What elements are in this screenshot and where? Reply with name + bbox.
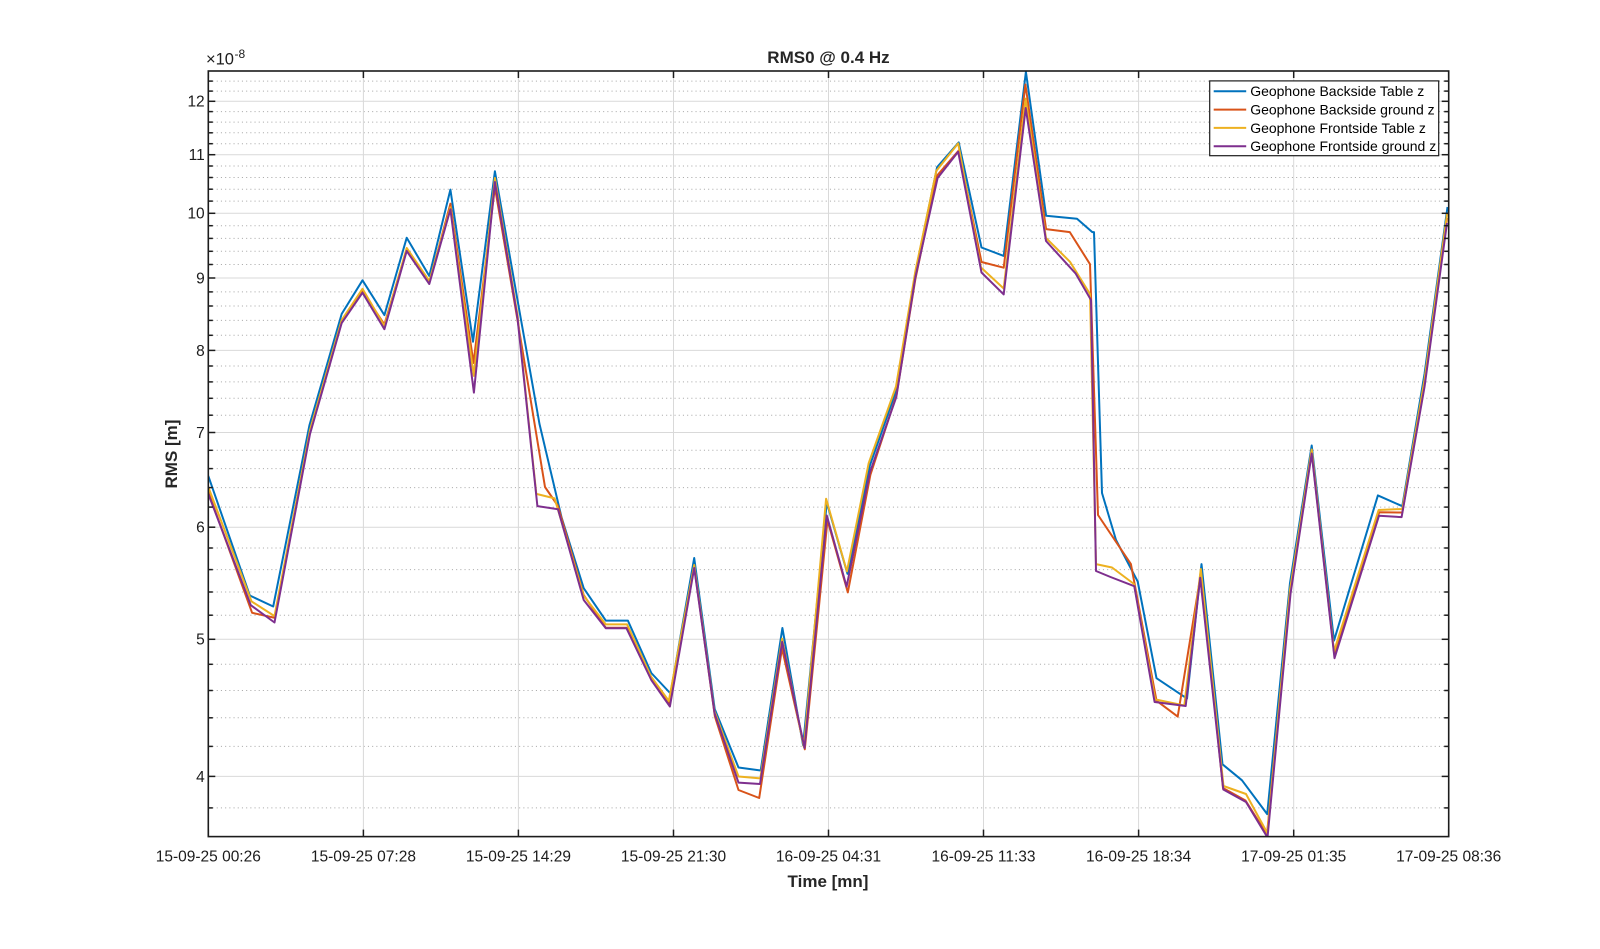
svg-text:5: 5 [196, 632, 205, 649]
svg-text:9: 9 [196, 270, 205, 287]
svg-text:8: 8 [196, 343, 205, 360]
svg-text:Geophone Frontside ground z: Geophone Frontside ground z [1250, 138, 1436, 154]
svg-text:12: 12 [187, 94, 204, 111]
svg-text:11: 11 [189, 147, 205, 164]
svg-text:Geophone Backside Table z: Geophone Backside Table z [1250, 83, 1424, 99]
svg-text:17-09-25 08:36: 17-09-25 08:36 [1396, 848, 1501, 865]
svg-text:15-09-25 00:26: 15-09-25 00:26 [156, 848, 261, 865]
svg-text:Geophone Backside ground z: Geophone Backside ground z [1250, 102, 1434, 118]
svg-text:17-09-25 01:35: 17-09-25 01:35 [1241, 848, 1346, 865]
svg-text:15-09-25 07:28: 15-09-25 07:28 [311, 848, 416, 865]
svg-text:16-09-25 11:33: 16-09-25 11:33 [932, 848, 1036, 865]
svg-text:15-09-25 21:30: 15-09-25 21:30 [621, 848, 727, 865]
svg-text:Geophone Frontside Table z: Geophone Frontside Table z [1250, 120, 1426, 136]
svg-text:6: 6 [196, 520, 205, 537]
svg-text:4: 4 [196, 769, 205, 786]
svg-text:16-09-25 18:34: 16-09-25 18:34 [1086, 848, 1192, 865]
svg-text:10: 10 [187, 206, 205, 223]
svg-text:RMS [m]: RMS [m] [162, 420, 181, 489]
svg-text:16-09-25 04:31: 16-09-25 04:31 [776, 848, 881, 865]
svg-text:15-09-25 14:29: 15-09-25 14:29 [466, 848, 571, 865]
svg-text:7: 7 [196, 425, 205, 442]
svg-text:RMS0 @ 0.4 Hz: RMS0 @ 0.4 Hz [767, 48, 889, 67]
svg-text:Time [mn]: Time [mn] [788, 872, 869, 891]
